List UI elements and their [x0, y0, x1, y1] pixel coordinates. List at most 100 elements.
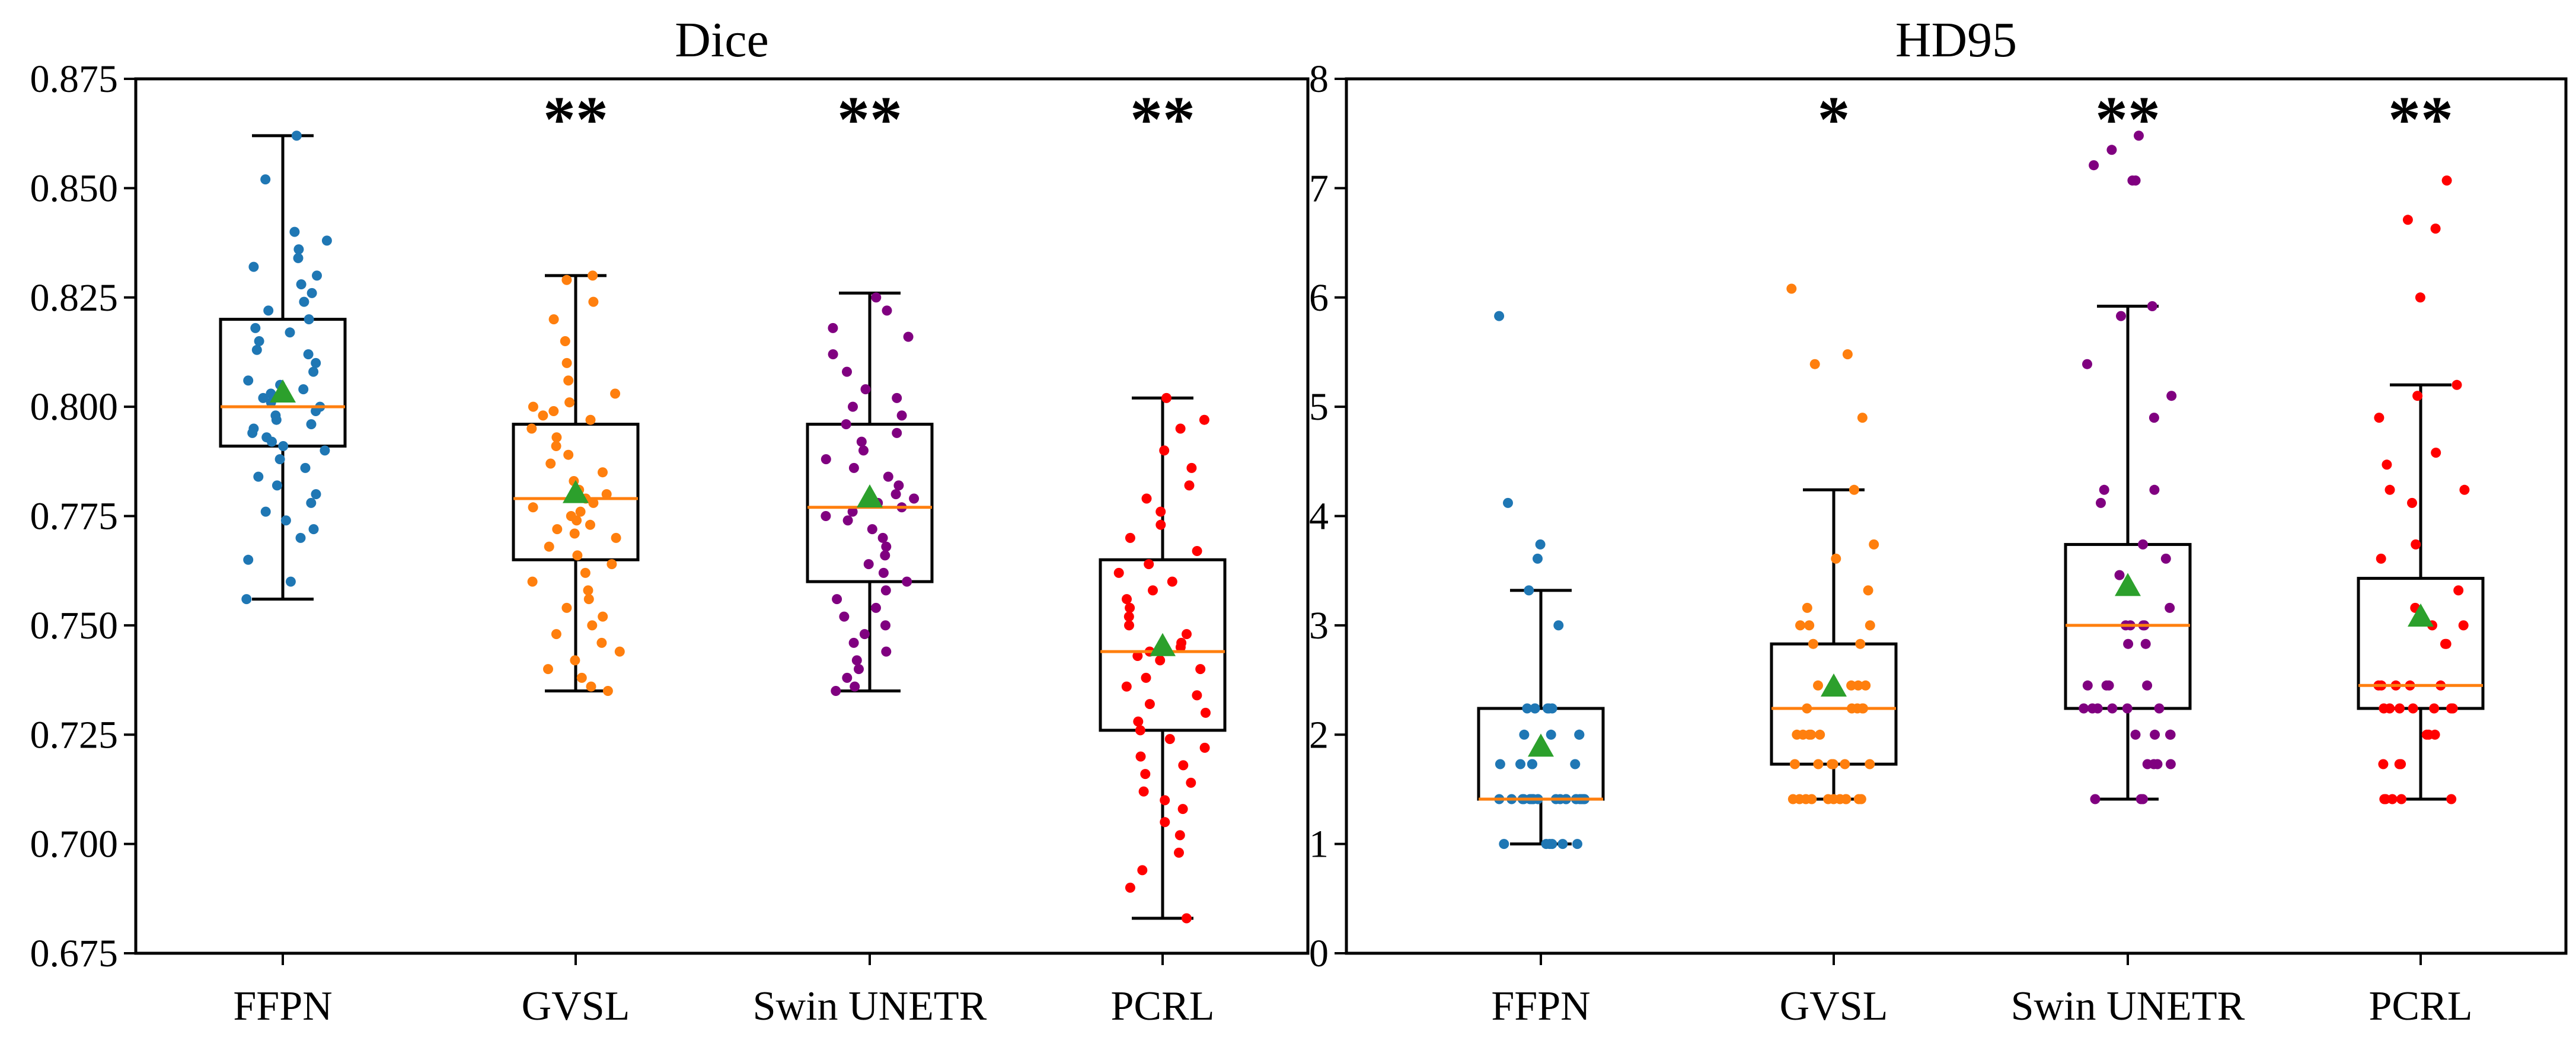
data-point: [1201, 707, 1211, 718]
data-point: [2395, 703, 2405, 714]
data-point: [1792, 729, 1802, 740]
data-point: [1161, 392, 1172, 403]
data-point: [250, 322, 261, 333]
data-point: [1125, 532, 1135, 543]
data-point: [304, 314, 314, 325]
data-point: [1178, 760, 1189, 771]
mean-marker: [857, 484, 883, 507]
data-point: [551, 432, 562, 443]
significance-marker: **: [543, 83, 608, 155]
mean-marker: [1821, 673, 1847, 697]
data-point: [306, 419, 317, 430]
significance-marker: **: [2388, 83, 2453, 155]
data-point: [572, 550, 583, 561]
data-point: [243, 554, 254, 565]
data-point: [1546, 729, 1556, 740]
y-tick-label: 0.825: [30, 276, 119, 320]
data-point: [1175, 423, 1186, 434]
data-point: [860, 384, 871, 395]
data-point: [903, 331, 914, 342]
data-point: [1557, 839, 1568, 850]
x-tick-label: PCRL: [2368, 983, 2472, 1029]
data-point: [586, 681, 596, 692]
data-point: [563, 375, 574, 386]
data-point: [551, 629, 561, 640]
data-point: [251, 344, 262, 355]
significance-marker: *: [1818, 83, 1850, 155]
y-tick-label: 0.875: [30, 58, 119, 101]
data-point: [1515, 759, 1525, 769]
data-point: [2429, 703, 2440, 714]
data-point: [2396, 794, 2406, 804]
data-point: [2134, 130, 2144, 141]
data-point: [253, 471, 264, 482]
data-point: [880, 550, 890, 561]
data-point: [607, 559, 617, 570]
data-point: [2165, 729, 2175, 740]
data-point: [856, 436, 867, 447]
data-point: [1175, 642, 1186, 653]
data-point: [2447, 703, 2458, 714]
mean-marker: [2408, 603, 2434, 627]
box-gvsl: *: [1770, 83, 1898, 804]
data-point: [1186, 777, 1196, 788]
data-point: [2160, 553, 2171, 564]
data-point: [1148, 585, 1158, 596]
data-point: [2421, 729, 2432, 740]
data-point: [1144, 699, 1155, 710]
y-tick-label: 0.850: [30, 167, 119, 210]
data-point: [854, 664, 864, 675]
data-point: [548, 406, 559, 416]
data-point: [892, 392, 902, 403]
data-point: [881, 541, 892, 552]
data-point: [311, 357, 321, 368]
box-swin-unetr: **: [2064, 83, 2192, 804]
data-point: [2430, 729, 2440, 740]
data-point: [2411, 539, 2421, 550]
data-point: [880, 620, 890, 631]
data-point: [1155, 655, 1166, 666]
data-point: [1155, 519, 1166, 530]
data-point: [527, 576, 538, 587]
data-point: [1123, 611, 1134, 622]
data-point: [611, 532, 621, 543]
data-point: [851, 655, 862, 666]
data-point: [1786, 283, 1797, 294]
x-tick-label: GVSL: [1780, 983, 1888, 1029]
data-point: [1856, 794, 1866, 804]
data-point: [596, 637, 607, 648]
data-point: [1132, 651, 1143, 661]
data-point: [1519, 729, 1530, 740]
data-point: [2090, 794, 2101, 804]
data-point: [2130, 729, 2141, 740]
data-point: [847, 506, 858, 517]
data-point: [528, 502, 538, 513]
mean-marker: [2115, 573, 2141, 596]
y-tick-label: 0.700: [30, 823, 119, 866]
data-point: [1802, 602, 1812, 613]
data-point: [583, 585, 593, 596]
y-tick-label: 2: [1309, 713, 1329, 756]
data-point: [2087, 703, 2098, 714]
data-point: [280, 515, 291, 526]
data-point: [2150, 729, 2160, 740]
data-point: [2122, 703, 2133, 714]
y-tick-label: 0: [1309, 932, 1329, 975]
data-point: [2374, 413, 2385, 423]
iqr-box: [2357, 577, 2485, 710]
y-tick-label: 7: [1309, 167, 1329, 210]
data-point: [893, 480, 904, 491]
y-tick-label: 4: [1309, 495, 1329, 538]
data-point: [2099, 484, 2109, 495]
y-tick-label: 0.725: [30, 713, 119, 756]
y-tick-label: 6: [1309, 276, 1329, 320]
data-point: [909, 493, 920, 504]
data-point: [2123, 638, 2134, 649]
data-point: [1789, 759, 1800, 769]
data-point: [258, 392, 269, 403]
y-tick-label: 0.775: [30, 495, 119, 538]
box-gvsl: **: [512, 83, 640, 696]
data-point: [588, 296, 599, 307]
data-point: [1174, 830, 1185, 841]
